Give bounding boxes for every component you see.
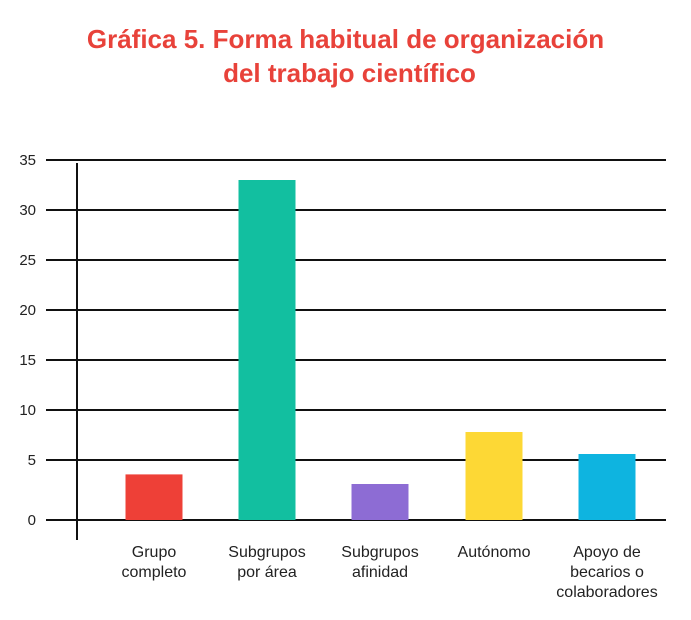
y-tick-label-0: 0 (28, 512, 36, 529)
y-axis-ticks: 0 5 10 15 20 25 30 35 (19, 152, 36, 529)
gridlines (46, 159, 666, 521)
category-label-1-line-1: por área (237, 564, 297, 581)
category-label-4-line-0: Apoyo de (573, 544, 641, 561)
chart-title-line-1: Gráfica 5. Forma habitual de organizació… (86, 24, 605, 54)
chart-title-line-2: del trabajo científico (223, 58, 476, 88)
y-tick-label-30: 30 (19, 202, 36, 219)
y-tick-label-15: 15 (19, 352, 36, 369)
bar-3 (465, 432, 523, 520)
bar-2 (351, 484, 409, 520)
bar-0 (125, 474, 183, 520)
category-label-3-line-0: Autónomo (458, 544, 531, 561)
category-label-1-line-0: Subgrupos (228, 544, 305, 561)
category-label-0-line-0: Grupo (132, 544, 177, 561)
y-tick-label-35: 35 (19, 152, 36, 169)
bars (125, 180, 636, 520)
chart-title: Gráfica 5. Forma habitual de organizació… (0, 22, 691, 90)
category-label-4-line-2: colaboradores (556, 584, 657, 601)
y-tick-label-25: 25 (19, 252, 36, 269)
y-tick-label-5: 5 (28, 452, 36, 469)
bar-4 (578, 454, 636, 520)
category-label-4-line-1: becarios o (570, 564, 644, 581)
y-tick-label-10: 10 (19, 402, 36, 419)
category-label-2-line-0: Subgrupos (341, 544, 418, 561)
bar-1 (238, 180, 296, 520)
y-tick-label-20: 20 (19, 302, 36, 319)
x-axis-category-labels: Grupo completo Subgrupos por área Subgrupos a… (122, 544, 658, 601)
category-label-0-line-1: completo (122, 564, 187, 581)
category-label-2-line-1: afinidad (352, 564, 408, 581)
